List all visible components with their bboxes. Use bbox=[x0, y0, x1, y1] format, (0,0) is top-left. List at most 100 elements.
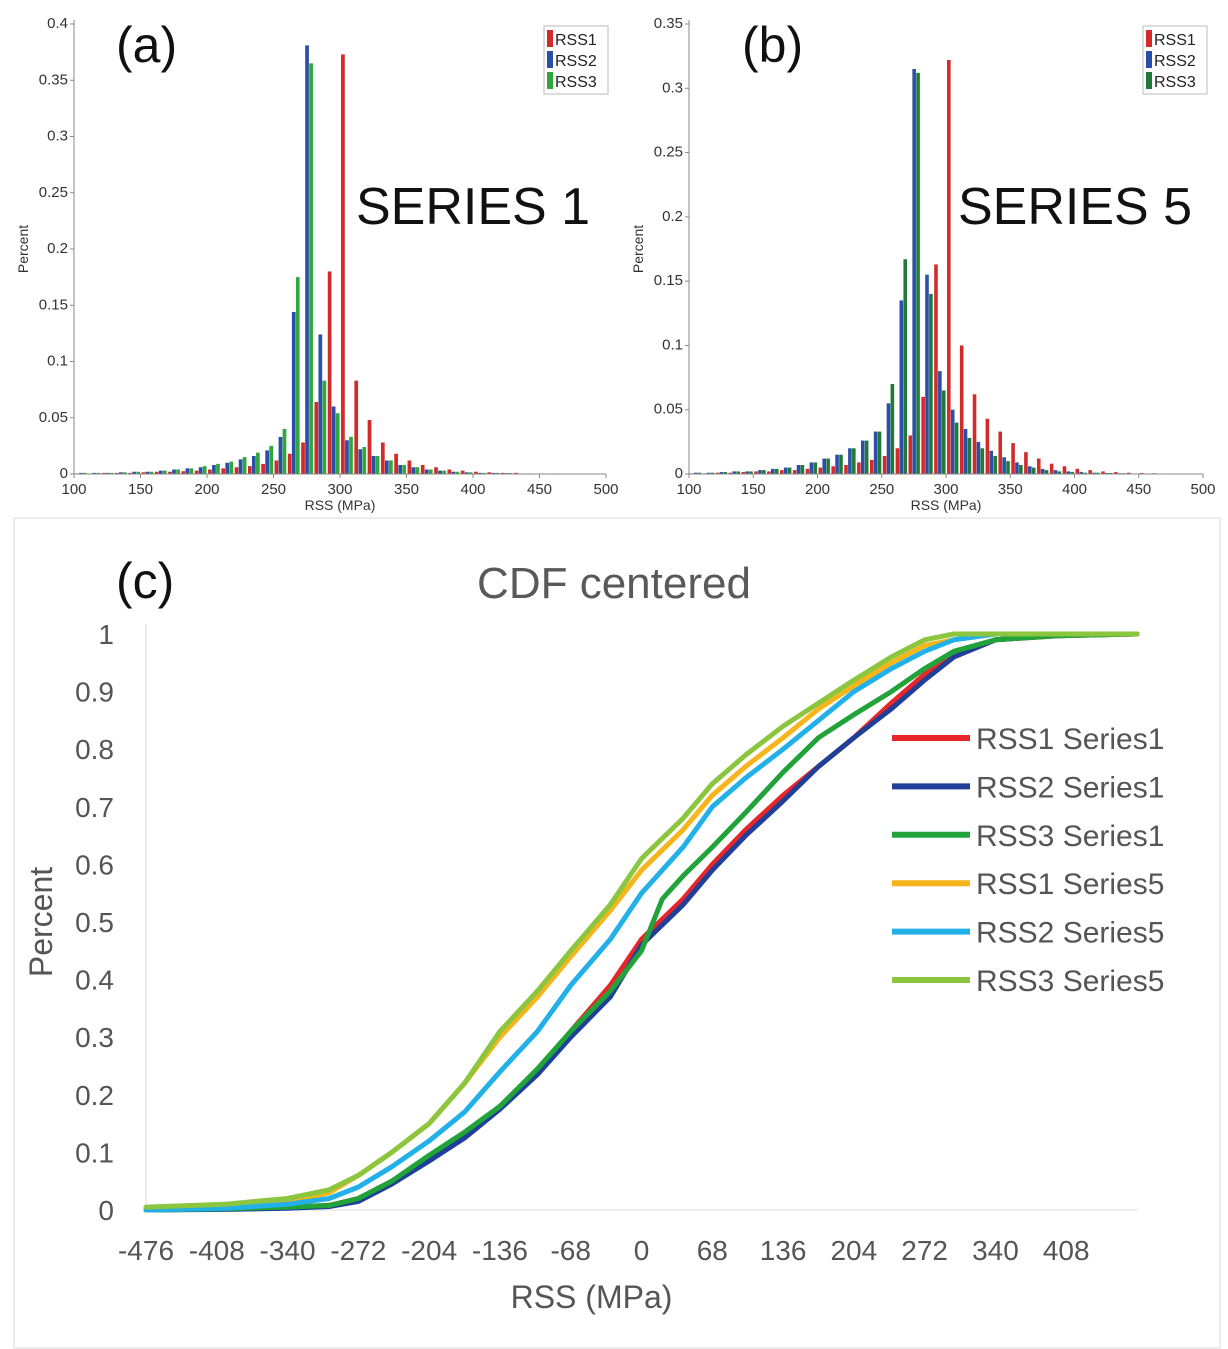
bar-rss3 bbox=[123, 472, 127, 474]
bar-rss3 bbox=[749, 471, 753, 474]
bar-rss2 bbox=[238, 459, 243, 475]
bar-rss1 bbox=[434, 467, 438, 474]
bar-rss1 bbox=[792, 470, 797, 474]
cdf-line-rss2-series5 bbox=[143, 631, 1140, 1213]
bar-rss2 bbox=[963, 429, 968, 474]
bar-rss2 bbox=[1002, 457, 1006, 474]
y-axis-label: Percent bbox=[630, 225, 646, 273]
bar-rss1 bbox=[221, 468, 226, 475]
bar-rss1 bbox=[1139, 472, 1144, 474]
bar-rss3 bbox=[1083, 472, 1087, 474]
y-tick-label: 0.4 bbox=[47, 15, 68, 32]
x-tick-label: 250 bbox=[869, 481, 894, 498]
bar-rss1 bbox=[168, 471, 172, 474]
bar-rss2 bbox=[860, 440, 865, 474]
bar-rss1 bbox=[1024, 452, 1028, 474]
x-tick-label: 300 bbox=[327, 481, 352, 498]
x-tick-label: -476 bbox=[118, 1235, 174, 1266]
x-tick-label: -204 bbox=[401, 1235, 457, 1266]
bar-rss2 bbox=[783, 467, 788, 474]
bar-rss2 bbox=[291, 312, 296, 474]
y-tick-label: 0.8 bbox=[75, 734, 114, 765]
bar-rss3 bbox=[428, 469, 433, 474]
legend-label: RSS3 Series1 bbox=[976, 820, 1164, 853]
bar-rss2 bbox=[358, 449, 363, 474]
bar-rss1 bbox=[513, 472, 518, 475]
bar-rss1 bbox=[420, 465, 425, 474]
legend-swatch-rss3 bbox=[547, 72, 553, 89]
y-tick-label: 0.05 bbox=[39, 409, 68, 426]
bar-rss3 bbox=[349, 436, 353, 475]
bar-rss2 bbox=[848, 448, 852, 474]
legend-label: RSS2 Series5 bbox=[976, 917, 1164, 950]
bar-rss3 bbox=[229, 461, 234, 475]
legend-swatch-rss1 bbox=[547, 30, 553, 47]
x-tick-label: 500 bbox=[593, 481, 618, 498]
bar-rss3 bbox=[96, 472, 101, 475]
bar-rss3 bbox=[710, 472, 715, 474]
y-tick-label: 0.4 bbox=[75, 965, 114, 996]
bar-rss1 bbox=[380, 442, 385, 474]
x-tick-label: 150 bbox=[128, 481, 153, 498]
bar-rss2 bbox=[1028, 466, 1032, 474]
bar-rss2 bbox=[745, 471, 749, 474]
panel-b: 100 150 200 250 300 350 400 450 500 0 0.05 0.1 0.15 0… bbox=[630, 15, 1216, 513]
bar-rss1 bbox=[394, 453, 398, 474]
panel-label: (b) bbox=[742, 17, 803, 73]
bar-rss2 bbox=[105, 472, 110, 475]
bar-rss1 bbox=[741, 472, 746, 474]
bar-rss3 bbox=[282, 429, 287, 474]
bar-rss3 bbox=[402, 465, 407, 474]
y-tick-label: 0.25 bbox=[39, 184, 68, 201]
bar-rss3 bbox=[202, 466, 207, 475]
chart-frame bbox=[13, 517, 1221, 1349]
panel-label: (a) bbox=[116, 17, 177, 73]
bar-rss3 bbox=[109, 472, 114, 475]
bar-rss1 bbox=[1088, 470, 1092, 474]
legend-box bbox=[1142, 25, 1208, 95]
y-tick-label: 0.2 bbox=[75, 1080, 114, 1111]
bar-rss1 bbox=[154, 471, 159, 474]
bar-rss1 bbox=[447, 469, 452, 474]
bar-rss1 bbox=[287, 453, 292, 474]
bar-rss3 bbox=[1031, 467, 1036, 474]
bar-rss3 bbox=[1044, 470, 1049, 474]
bar-rss2 bbox=[198, 467, 203, 474]
bar-rss1 bbox=[767, 471, 771, 474]
x-tick-label: 136 bbox=[760, 1235, 807, 1266]
bar-rss3 bbox=[877, 431, 882, 474]
bar-rss2 bbox=[706, 472, 711, 474]
bar-rss1 bbox=[141, 472, 146, 474]
y-tick-label: 0.35 bbox=[39, 71, 68, 88]
bar-rss2 bbox=[693, 472, 698, 474]
y-tick-label: 0.1 bbox=[47, 353, 68, 370]
bar-rss2 bbox=[398, 465, 402, 474]
panel-c: 0 0.1 0.2 0.3 0.4 0.5 0.6 0.7 0.8 0.9 1 -476 -408 -34… bbox=[13, 517, 1221, 1349]
cdf-line-rss3-series5 bbox=[143, 631, 1140, 1210]
bar-rss2 bbox=[212, 465, 216, 474]
bar-rss1 bbox=[805, 468, 810, 474]
bar-rss1 bbox=[487, 472, 492, 474]
bar-rss3 bbox=[929, 294, 933, 474]
legend-swatch-rss1 bbox=[1146, 30, 1152, 47]
bar-rss3 bbox=[800, 465, 805, 474]
bar-rss1 bbox=[247, 466, 252, 475]
bar-rss2 bbox=[719, 472, 724, 474]
x-tick-label: 300 bbox=[933, 481, 958, 498]
bar-rss1 bbox=[895, 448, 900, 474]
bar-rss3 bbox=[736, 471, 740, 474]
x-tick-label: 200 bbox=[194, 481, 219, 498]
bar-rss3 bbox=[1019, 465, 1023, 474]
bar-rss3 bbox=[813, 462, 818, 474]
bar-rss3 bbox=[136, 471, 141, 474]
x-tick-label: 0 bbox=[634, 1235, 650, 1266]
bar-rss3 bbox=[322, 380, 327, 475]
bar-rss2 bbox=[438, 470, 442, 475]
bar-rss1 bbox=[728, 472, 733, 474]
legend-label-rss3: RSS3 bbox=[1154, 74, 1196, 91]
legend-label-rss2: RSS2 bbox=[1154, 53, 1196, 70]
bar-rss3 bbox=[903, 259, 907, 474]
bar-rss1 bbox=[460, 470, 465, 475]
bar-rss1 bbox=[857, 462, 861, 474]
bar-rss1 bbox=[715, 472, 720, 474]
